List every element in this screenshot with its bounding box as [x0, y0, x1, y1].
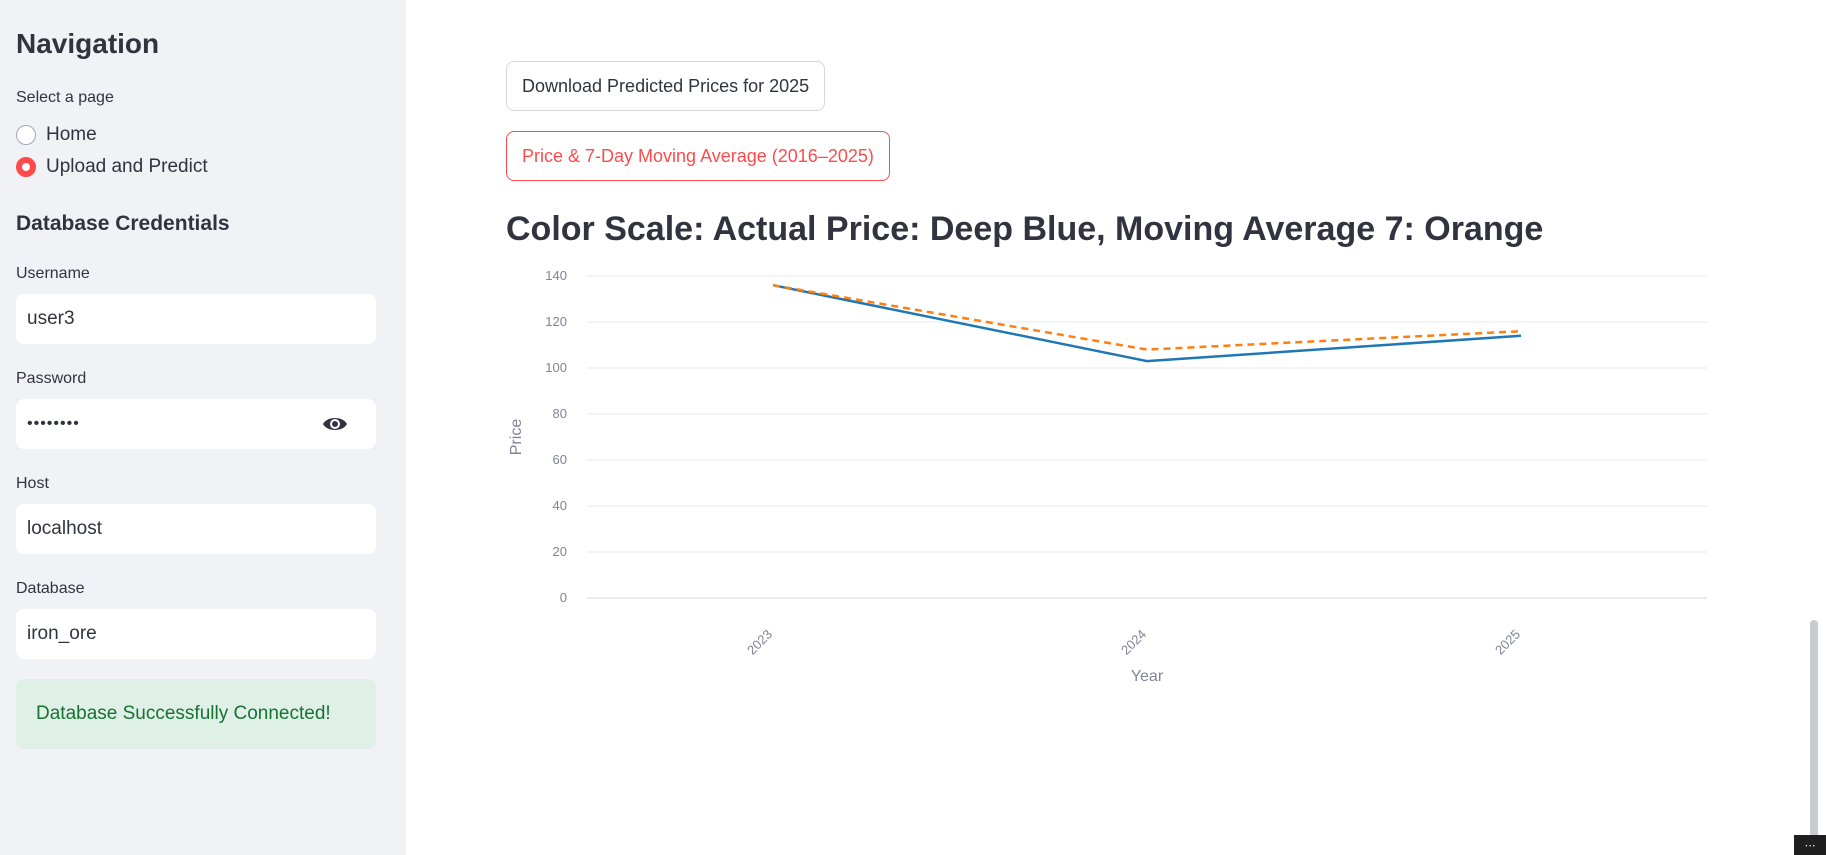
radio-upload-and-predict[interactable]: Upload and Predict	[16, 156, 208, 178]
radio-upload-label: Upload and Predict	[46, 156, 208, 177]
host-label: Host	[16, 475, 49, 492]
price-moving-average-button[interactable]: Price & 7-Day Moving Average (2016–2025)	[506, 131, 890, 181]
status-corner-icon: ⋯	[1794, 835, 1826, 855]
success-alert: Database Successfully Connected!	[16, 679, 376, 749]
y-axis-title: Price	[508, 419, 525, 456]
page-heading: Color Scale: Actual Price: Deep Blue, Mo…	[506, 210, 1544, 248]
x-tick-label: 2024	[1118, 627, 1149, 658]
username-field[interactable]	[16, 294, 376, 344]
price-line-chart: 0 20 40 60 80 100 120 140 2023 2024 2025 Year Price	[508, 268, 1707, 685]
sidebar: Navigation Select a page Home Upload and…	[0, 0, 406, 855]
radio-upload-indicator[interactable]	[16, 157, 36, 177]
credentials-title: Database Credentials	[16, 212, 230, 235]
database-label: Database	[16, 580, 85, 597]
y-tick-label: 140	[545, 268, 567, 283]
download-predicted-prices-button[interactable]: Download Predicted Prices for 2025	[506, 61, 826, 111]
y-tick-label: 20	[553, 544, 567, 559]
y-tick-label: 120	[545, 314, 567, 329]
x-tick-label: 2025	[1492, 627, 1523, 658]
y-tick-label: 80	[553, 406, 567, 421]
radio-home[interactable]: Home	[16, 124, 97, 146]
y-tick-label: 0	[560, 590, 567, 605]
username-label: Username	[16, 265, 90, 282]
x-tick-label: 2023	[744, 627, 775, 658]
success-message: Database Successfully Connected!	[36, 703, 331, 724]
password-label: Password	[16, 370, 87, 387]
sidebar-title: Navigation	[16, 28, 160, 59]
eye-icon[interactable]	[322, 414, 348, 434]
y-tick-label: 60	[553, 452, 567, 467]
moving-average-line	[772, 283, 1522, 351]
scrollbar[interactable]	[1810, 620, 1818, 855]
database-field[interactable]	[16, 609, 376, 659]
actual-price-line	[772, 283, 1522, 363]
select-page-label: Select a page	[16, 89, 114, 106]
y-tick-label: 40	[553, 498, 567, 513]
x-axis-title: Year	[1131, 668, 1164, 685]
password-field[interactable]	[16, 399, 376, 449]
y-tick-label: 100	[545, 360, 567, 375]
radio-home-indicator[interactable]	[16, 125, 36, 145]
host-field[interactable]	[16, 504, 376, 554]
radio-home-label: Home	[46, 124, 97, 145]
